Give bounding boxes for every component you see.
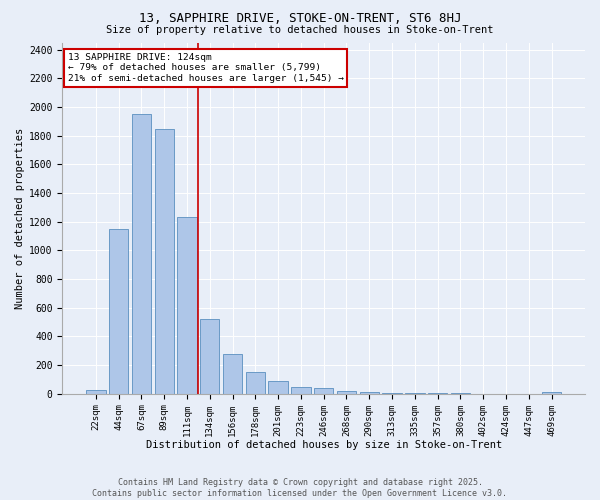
- Bar: [245, 372, 265, 394]
- Bar: [314, 388, 334, 394]
- Bar: [268, 381, 288, 394]
- Bar: [337, 391, 356, 394]
- Bar: [405, 393, 425, 394]
- Bar: [86, 390, 106, 394]
- Bar: [200, 320, 220, 394]
- Bar: [359, 392, 379, 394]
- Bar: [291, 388, 311, 394]
- Bar: [109, 229, 128, 394]
- Text: Contains HM Land Registry data © Crown copyright and database right 2025.
Contai: Contains HM Land Registry data © Crown c…: [92, 478, 508, 498]
- Bar: [223, 354, 242, 394]
- Bar: [382, 392, 402, 394]
- Bar: [542, 392, 561, 394]
- X-axis label: Distribution of detached houses by size in Stoke-on-Trent: Distribution of detached houses by size …: [146, 440, 502, 450]
- Bar: [132, 114, 151, 394]
- Text: 13 SAPPHIRE DRIVE: 124sqm
← 79% of detached houses are smaller (5,799)
21% of se: 13 SAPPHIRE DRIVE: 124sqm ← 79% of detac…: [68, 53, 344, 83]
- Y-axis label: Number of detached properties: Number of detached properties: [15, 128, 25, 309]
- Text: Size of property relative to detached houses in Stoke-on-Trent: Size of property relative to detached ho…: [106, 25, 494, 35]
- Bar: [177, 218, 197, 394]
- Text: 13, SAPPHIRE DRIVE, STOKE-ON-TRENT, ST6 8HJ: 13, SAPPHIRE DRIVE, STOKE-ON-TRENT, ST6 …: [139, 12, 461, 26]
- Bar: [155, 128, 174, 394]
